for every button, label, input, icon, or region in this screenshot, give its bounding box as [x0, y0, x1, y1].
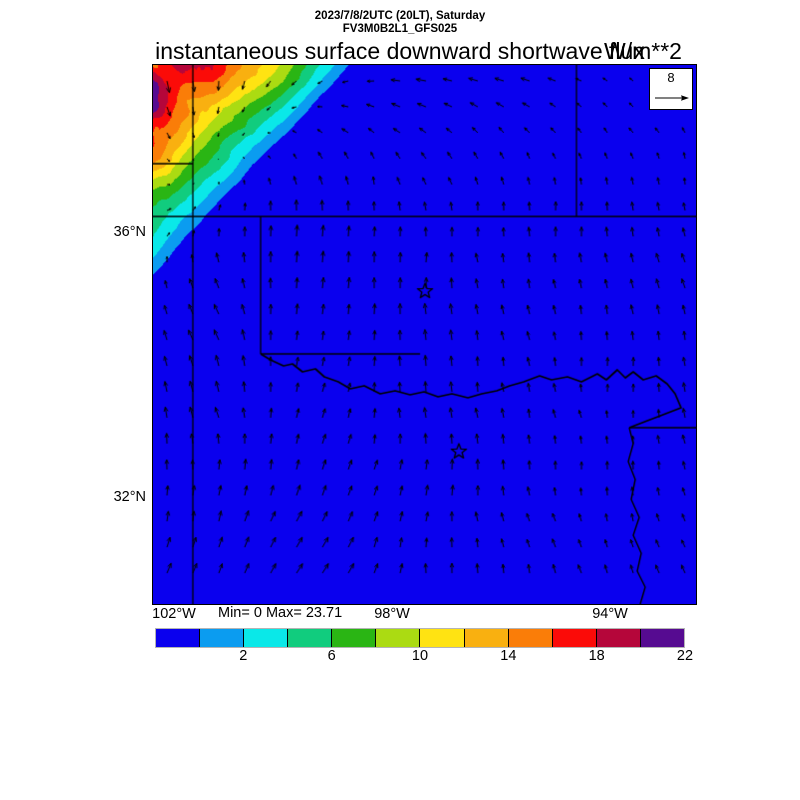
colorbar-segments	[155, 628, 685, 648]
colorbar-segment-10	[596, 629, 641, 647]
colorbar-tick-label: 14	[500, 648, 517, 664]
colorbar-segment-1	[200, 629, 245, 647]
page-title: instantaneous surface downward shortwave…	[155, 38, 645, 64]
ytick-label: 36°N	[113, 224, 146, 240]
colorbar-tick-label: 18	[588, 648, 605, 664]
colorbar-segment-11	[640, 629, 684, 647]
wind-vector-key: 8	[649, 68, 693, 110]
colorbar-segment-8	[508, 629, 553, 647]
right-arrow-icon	[655, 95, 689, 101]
latitude-axis: 36°N 32°N	[82, 0, 146, 800]
map-plot-area[interactable]: 8	[152, 64, 697, 605]
xtick-label: 102°W	[152, 606, 196, 622]
wind-vector-key-value: 8	[667, 70, 675, 85]
xtick-label: 94°W	[592, 606, 628, 622]
colorbar-tick-label: 22	[676, 648, 694, 664]
colorbar-tick-label: 2	[239, 648, 248, 664]
colorbar-segment-0	[156, 629, 201, 647]
units-label: W/m**2	[604, 38, 682, 64]
colorbar-tick-label: 6	[327, 648, 336, 664]
ytick-label: 32°N	[113, 489, 146, 505]
colorbar-segment-7	[464, 629, 509, 647]
colorbar-segment-4	[332, 629, 377, 647]
colorbar-segment-3	[288, 629, 333, 647]
colorbar-segment-6	[420, 629, 465, 647]
colorbar-tick-label: 10	[411, 648, 429, 664]
colorbar-segment-5	[376, 629, 421, 647]
xtick-label: 98°W	[374, 606, 410, 622]
minmax-annotation: Min= 0 Max= 23.71	[218, 605, 343, 621]
colorbar	[155, 628, 685, 648]
colorbar-segment-9	[552, 629, 597, 647]
shortwave-flux-field	[153, 65, 696, 604]
colorbar-segment-2	[244, 629, 289, 647]
